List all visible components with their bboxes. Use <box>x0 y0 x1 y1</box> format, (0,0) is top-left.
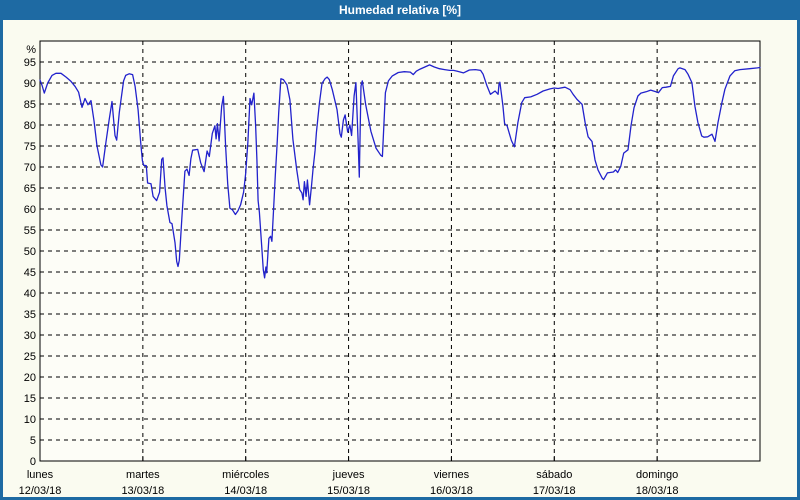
day-date-label: 18/03/18 <box>636 485 679 497</box>
y-tick-label: 75 <box>24 141 36 153</box>
y-tick-label: 15 <box>24 393 36 405</box>
y-tick-label: 70 <box>24 162 36 174</box>
day-date-label: 14/03/18 <box>224 485 267 497</box>
day-name-label: jueves <box>332 469 365 481</box>
y-tick-label: 30 <box>24 330 36 342</box>
y-tick-label: 95 <box>24 57 36 69</box>
y-tick-label: 20 <box>24 372 36 384</box>
day-date-label: 16/03/18 <box>430 485 473 497</box>
y-tick-label: 25 <box>24 351 36 363</box>
plot-border <box>39 40 761 462</box>
day-name-label: viernes <box>434 469 470 481</box>
y-tick-label: 50 <box>24 246 36 258</box>
y-tick-label: 55 <box>24 225 36 237</box>
y-tick-label: 40 <box>24 288 36 300</box>
y-tick-label: 60 <box>24 204 36 216</box>
day-name-label: domingo <box>636 469 678 481</box>
humidity-line <box>39 64 761 279</box>
day-date-label: 15/03/18 <box>327 485 370 497</box>
window-title: Humedad relativa [%] <box>338 3 462 17</box>
title-bar: Humedad relativa [%] <box>0 0 800 20</box>
day-name-label: sábado <box>536 469 572 481</box>
day-name-label: lunes <box>27 469 54 481</box>
y-tick-label: 10 <box>24 414 36 426</box>
y-axis-unit-label: % <box>26 44 36 56</box>
y-tick-label: 35 <box>24 309 36 321</box>
y-tick-label: 80 <box>24 120 36 132</box>
day-date-label: 17/03/18 <box>533 485 576 497</box>
y-tick-label: 5 <box>30 435 36 447</box>
day-name-label: miércoles <box>222 469 270 481</box>
day-date-label: 13/03/18 <box>121 485 164 497</box>
y-tick-label: 45 <box>24 267 36 279</box>
day-date-label: 12/03/18 <box>19 485 62 497</box>
day-name-label: martes <box>126 469 160 481</box>
y-tick-label: 65 <box>24 183 36 195</box>
y-tick-label: 90 <box>24 78 36 90</box>
y-tick-label: 85 <box>24 99 36 111</box>
y-tick-label: 0 <box>30 456 36 468</box>
